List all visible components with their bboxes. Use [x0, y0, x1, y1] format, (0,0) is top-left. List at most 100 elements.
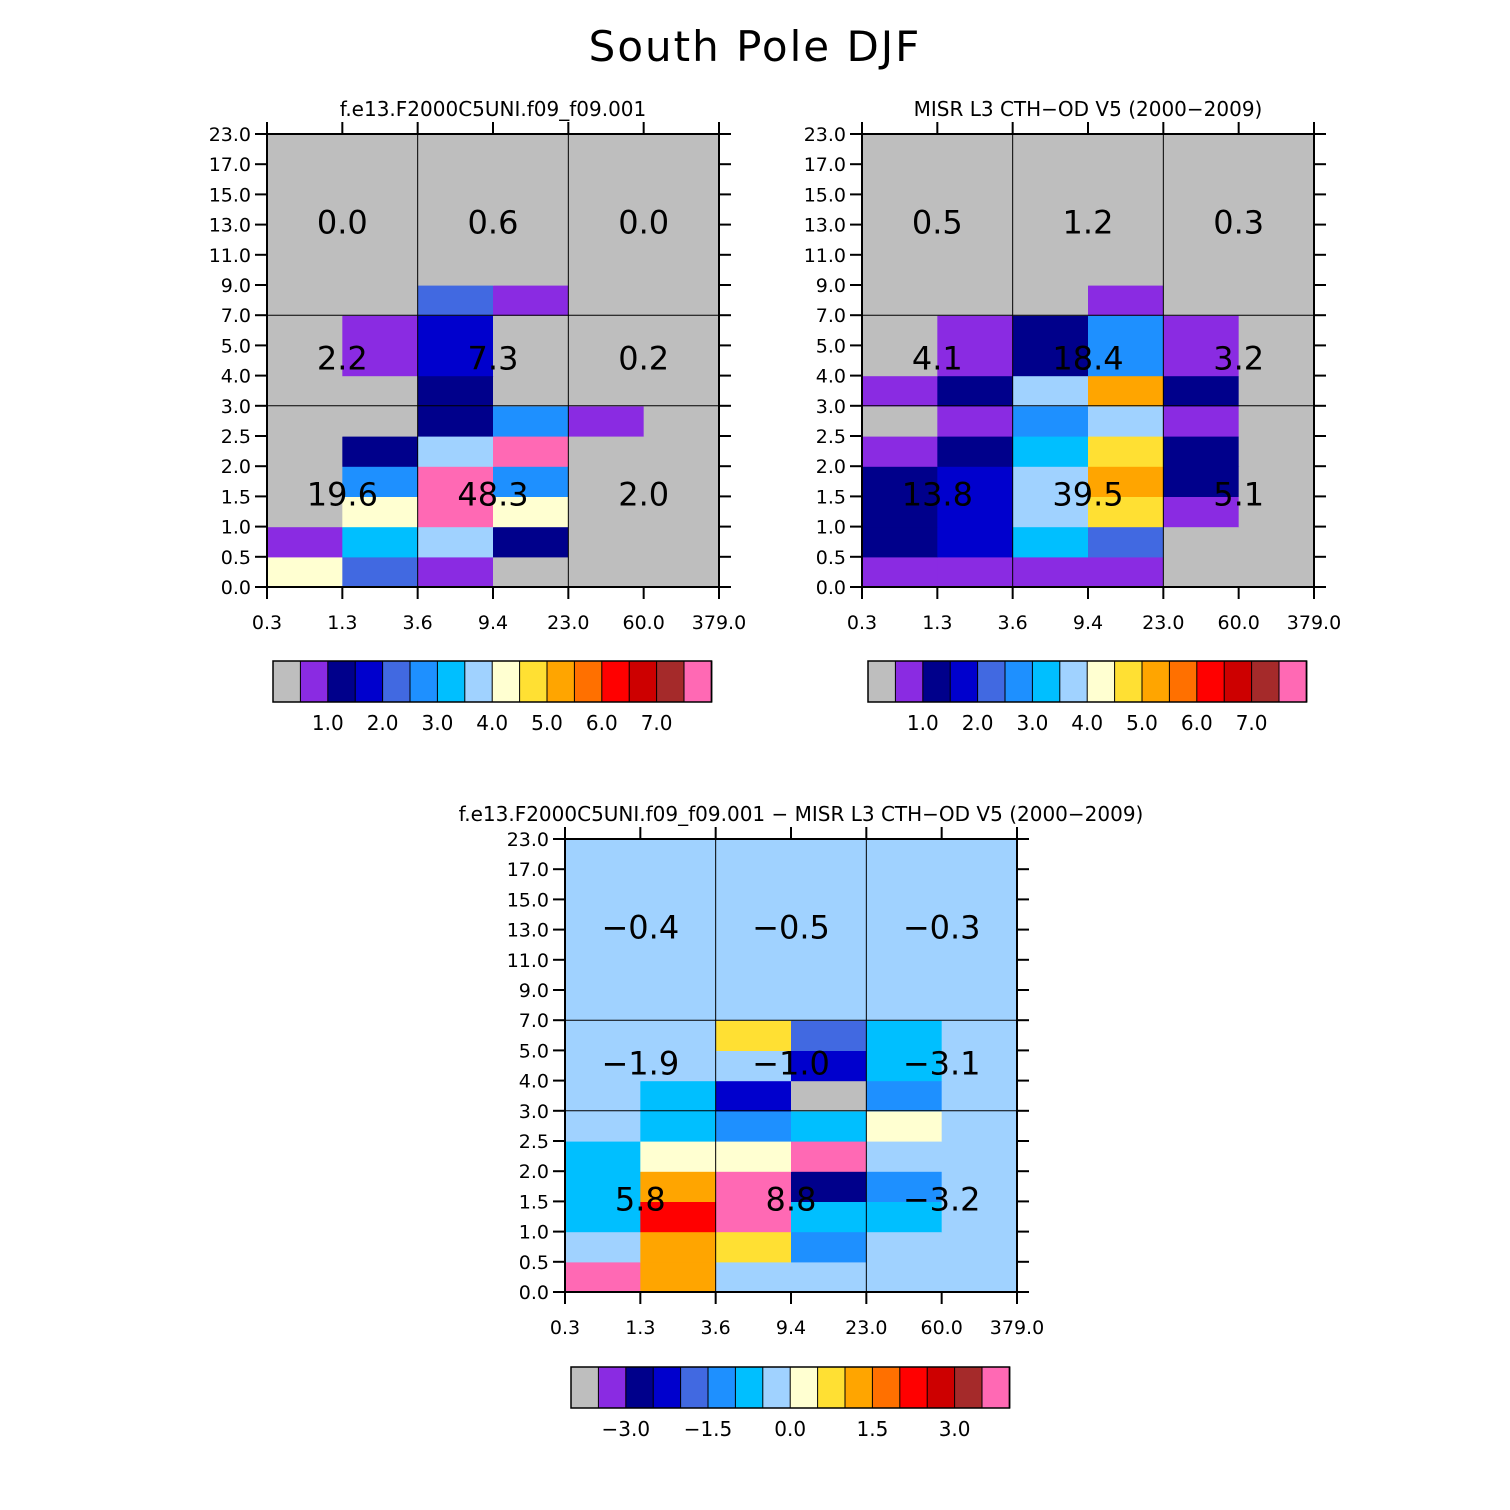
heatmap-cell [342, 164, 419, 195]
heatmap-cell [1088, 466, 1164, 497]
y-tick-label: 17.0 [804, 154, 846, 176]
heatmap-cell [866, 929, 943, 961]
heatmap-cell [417, 526, 494, 558]
y-tick-label: 3.0 [221, 396, 251, 418]
colorbar-swatch [954, 1366, 983, 1409]
heatmap-cell [565, 1201, 641, 1233]
colorbar-swatch [680, 1366, 709, 1409]
heatmap-cell [1088, 375, 1164, 407]
heatmap-cell [941, 1050, 1018, 1082]
y-tick-label: 5.0 [519, 1040, 549, 1062]
heatmap-cell [1012, 345, 1089, 377]
y-tick-label: 11.0 [507, 950, 549, 972]
heatmap-cell [791, 929, 867, 961]
y-tick-label: 0.0 [519, 1282, 549, 1304]
chart-panel-2: 0.0 0.5 1.0 1.5 2.0 2.5 3.0 4.0 5.0 7.0 9.0 11.0 13.… [804, 97, 1342, 735]
heatmap-cell [342, 345, 419, 377]
group-total-label: 8.8 [766, 1180, 817, 1218]
colorbar-swatch [1168, 660, 1198, 703]
heatmap-cell [1012, 405, 1089, 437]
group-total-label: 5.1 [1213, 475, 1264, 513]
heatmap-cell [866, 839, 943, 870]
heatmap-cell [565, 990, 641, 1021]
heatmap-cell [643, 285, 720, 316]
heatmap-cell [267, 405, 343, 437]
heatmap-cell [643, 375, 720, 407]
heatmap-cell [568, 285, 645, 316]
heatmap-cell [342, 194, 419, 226]
heatmap-cell [715, 1171, 792, 1202]
heatmap-cell [568, 526, 645, 558]
heatmap-cell [1163, 375, 1240, 407]
y-tick-label: 13.0 [209, 215, 251, 237]
heatmap-cell [941, 990, 1018, 1021]
heatmap-cell [866, 990, 943, 1021]
group-total-label: −0.4 [601, 909, 679, 947]
group-total-label: 2.0 [618, 475, 669, 513]
y-tick-label: 7.0 [221, 305, 251, 327]
heatmap-cell [493, 254, 569, 286]
heatmap-cell [267, 224, 343, 256]
heatmap-cell [866, 1110, 943, 1142]
heatmap-cell [568, 315, 645, 346]
colorbar-swatch [762, 1366, 792, 1409]
heatmap-cell [643, 134, 720, 165]
colorbar-swatch [409, 660, 439, 703]
heatmap-cell [937, 345, 1014, 377]
heatmap-cell [1088, 436, 1164, 467]
y-tick-label: 23.0 [507, 829, 549, 851]
x-tick-label: 0.3 [550, 1317, 580, 1339]
heatmap-cell [342, 134, 419, 165]
y-tick-label: 0.5 [816, 547, 846, 569]
colorbar-swatch [1114, 660, 1143, 703]
heatmap-cell [640, 1141, 717, 1172]
heatmap-cell [643, 526, 720, 558]
heatmap-cell [568, 134, 645, 165]
colorbar-swatch [922, 660, 952, 703]
heatmap-cell [937, 436, 1014, 467]
colorbar-frame [272, 660, 713, 703]
heatmap-cell [715, 899, 792, 931]
heatmap-cell [493, 224, 569, 256]
colorbar-label: 6.0 [1181, 711, 1213, 735]
heatmap-cell [643, 405, 720, 437]
heatmap-cell [1238, 496, 1315, 528]
heatmap-cell [937, 134, 1014, 165]
heatmap-cell [417, 254, 494, 286]
y-tick-label: 0.0 [816, 577, 846, 599]
heatmap-cell [565, 1231, 641, 1263]
colorbar-swatch [926, 1366, 956, 1409]
heatmap-cell [267, 345, 343, 377]
x-tick-label: 9.4 [478, 612, 508, 634]
colorbar-label: 3.0 [939, 1417, 971, 1441]
colorbar-swatch [894, 660, 924, 703]
heatmap-cell [1238, 164, 1315, 195]
heatmap-cell [866, 1261, 943, 1293]
heatmap-cell [417, 315, 494, 346]
heatmap-cell [862, 556, 938, 588]
group-total-label: −3.2 [903, 1180, 981, 1218]
heatmap-cell [640, 990, 717, 1021]
heatmap-cell [1163, 526, 1240, 558]
heatmap-cell [643, 345, 720, 377]
heatmap-cell [862, 496, 938, 528]
heatmap-cell [1088, 405, 1164, 437]
x-tick-label: 23.0 [547, 612, 589, 634]
heatmap-cell [267, 164, 343, 195]
x-tick-label: 60.0 [921, 1317, 963, 1339]
heatmap-cell [568, 194, 645, 226]
colorbar-swatch [1141, 660, 1171, 703]
heatmap-cell [493, 285, 569, 316]
group-total-label: 0.0 [618, 204, 669, 242]
heatmap-cell [715, 929, 792, 961]
heatmap-cell [643, 556, 720, 588]
colorbar-swatch [1004, 660, 1034, 703]
heatmap-cell [791, 1261, 867, 1293]
heatmap-cell [643, 315, 720, 346]
heatmap-cell [791, 869, 867, 900]
heatmap-cell [1088, 164, 1164, 195]
heatmap-cell [417, 556, 494, 588]
heatmap-cell [866, 1201, 943, 1233]
colorbar-label: 4.0 [476, 711, 508, 735]
